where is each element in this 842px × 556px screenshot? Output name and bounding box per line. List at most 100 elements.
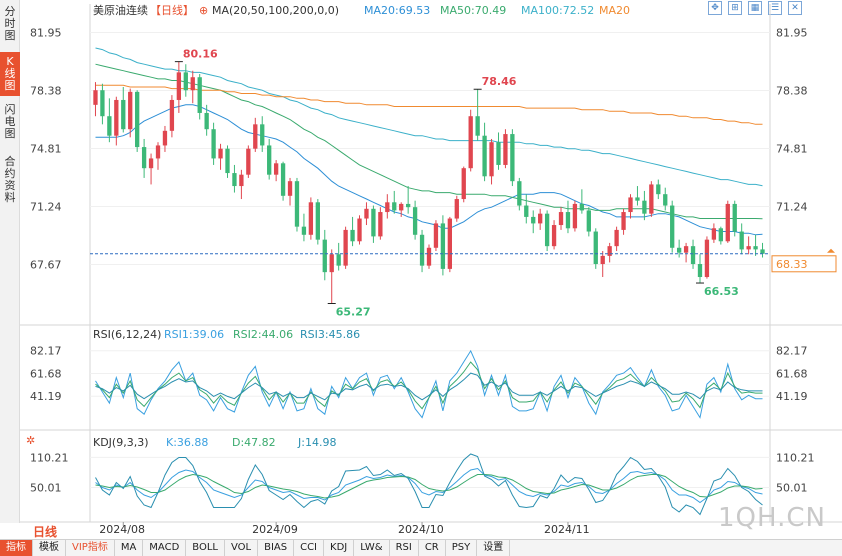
indicator-tab-rsi[interactable]: RSI — [390, 540, 419, 556]
candle — [253, 117, 258, 152]
kdj-d-line — [95, 473, 763, 499]
candle-body — [121, 99, 126, 130]
candle-body — [531, 216, 536, 224]
candle-body — [475, 116, 480, 136]
candle — [107, 98, 112, 143]
last-price-label: 68.33 — [776, 258, 808, 271]
rsi-tick-left: 41.19 — [30, 390, 62, 403]
candle-body — [260, 124, 265, 146]
kdj-settings-icon[interactable]: ✲ — [26, 434, 35, 447]
candle-body — [128, 91, 133, 130]
indicator-tab-psy[interactable]: PSY — [446, 540, 478, 556]
candle — [141, 138, 147, 178]
candle — [239, 169, 244, 200]
rsi-name: RSI(6,12,24) — [93, 328, 161, 341]
candle-body — [600, 255, 605, 265]
indicator-tab-[interactable]: 设置 — [477, 540, 511, 556]
indicator-tab-bar: 指标 模板 VIP指标 MA MACD BOLL VOL BIAS CCI KDJ LW& RSI CR… — [0, 539, 842, 556]
candle-body — [746, 246, 751, 250]
candle — [162, 125, 168, 152]
candle-body — [739, 231, 744, 250]
indicator-tab-vip[interactable]: VIP指标 — [66, 540, 115, 556]
candle-body — [294, 181, 300, 227]
restore-icon[interactable]: ⊞ — [728, 1, 742, 15]
high-annotation: 78.46 — [482, 75, 517, 88]
grid-icon[interactable]: ▦ — [748, 1, 762, 15]
indicator-tab-vol[interactable]: VOL — [225, 540, 259, 556]
candle-body — [287, 181, 293, 196]
candle — [524, 194, 529, 224]
candle — [357, 215, 362, 245]
period-tag: 【日线】 — [150, 3, 194, 17]
candle-body — [162, 130, 168, 146]
candle-body — [176, 72, 182, 100]
indicator-tab-cci[interactable]: CCI — [294, 540, 325, 556]
candle-body — [621, 212, 626, 230]
last-price-box — [771, 255, 837, 273]
candle-body — [489, 142, 494, 177]
indicator-tab-[interactable]: 指标 — [0, 540, 33, 556]
kdj-tick-left: 50.01 — [30, 481, 62, 494]
candle-body — [544, 213, 550, 247]
indicator-tab-cr[interactable]: CR — [419, 540, 446, 556]
candle — [676, 239, 682, 258]
candle — [287, 177, 293, 206]
kdj-tick-right: 50.01 — [776, 481, 808, 494]
close-icon[interactable]: ✕ — [788, 1, 802, 15]
candle-body — [551, 225, 557, 247]
kdj-header: ✲ KDJ(9,3,3) K:36.88 D:47.82 J:14.98 — [26, 434, 336, 449]
candle — [551, 220, 557, 250]
tab-intraday[interactable]: 分时图 — [0, 6, 20, 42]
tab-flash[interactable]: 闪电图 — [0, 104, 20, 144]
candle-body — [392, 202, 397, 211]
candle — [496, 132, 501, 170]
expand-icon[interactable]: ✥ — [708, 1, 722, 15]
candle-body — [183, 72, 188, 91]
candle — [711, 223, 717, 243]
indicator-tab-boll[interactable]: BOLL — [186, 540, 225, 556]
settings-icon[interactable]: ⊕ — [199, 4, 208, 17]
candle — [690, 239, 696, 269]
candle-body — [218, 148, 223, 159]
candle — [572, 200, 578, 232]
candle-body — [364, 208, 369, 219]
candle — [517, 177, 522, 211]
candle-body — [614, 229, 619, 247]
candle — [704, 236, 710, 279]
candle-body — [642, 200, 647, 214]
candle-body — [440, 223, 446, 269]
candle-body — [572, 203, 578, 229]
candle-body — [565, 212, 571, 229]
candle-body — [510, 134, 515, 182]
ma200-line — [95, 84, 763, 125]
candle-body — [211, 129, 216, 159]
candle-body — [704, 239, 710, 278]
tab-contract-info[interactable]: 合约资料 — [0, 156, 20, 212]
candle — [649, 181, 654, 217]
candle — [718, 226, 723, 245]
candle — [635, 186, 640, 206]
ma100-line — [95, 47, 763, 187]
indicator-tab-ma[interactable]: MA — [115, 540, 144, 556]
indicator-tab-macd[interactable]: MACD — [143, 540, 187, 556]
indicator-tab-lw[interactable]: LW& — [354, 540, 390, 556]
candle-body — [760, 249, 765, 254]
candle-body — [524, 205, 529, 217]
rsi3-value: RSI3:45.86 — [300, 328, 360, 341]
candle-body — [155, 145, 161, 159]
indicator-tab-bias[interactable]: BIAS — [258, 540, 295, 556]
candle — [176, 61, 182, 113]
indicator-tab-[interactable]: 模板 — [33, 540, 66, 556]
candle — [538, 208, 543, 230]
candle — [364, 202, 369, 226]
candlesticks — [93, 61, 765, 304]
candle — [628, 194, 633, 219]
indicator-tab-kdj[interactable]: KDJ — [324, 540, 355, 556]
low-annotation: 65.27 — [336, 305, 371, 318]
kdj-d-value: D:47.82 — [232, 436, 276, 449]
list-icon[interactable]: ☰ — [768, 1, 782, 15]
date-label: 2024/08 — [99, 523, 145, 536]
period-label[interactable]: 日线 — [33, 525, 58, 539]
kline-chart[interactable]: 美原油连续 【日线】 ⊕ MA(20,50,100,200,0,0) MA20:… — [0, 0, 842, 540]
